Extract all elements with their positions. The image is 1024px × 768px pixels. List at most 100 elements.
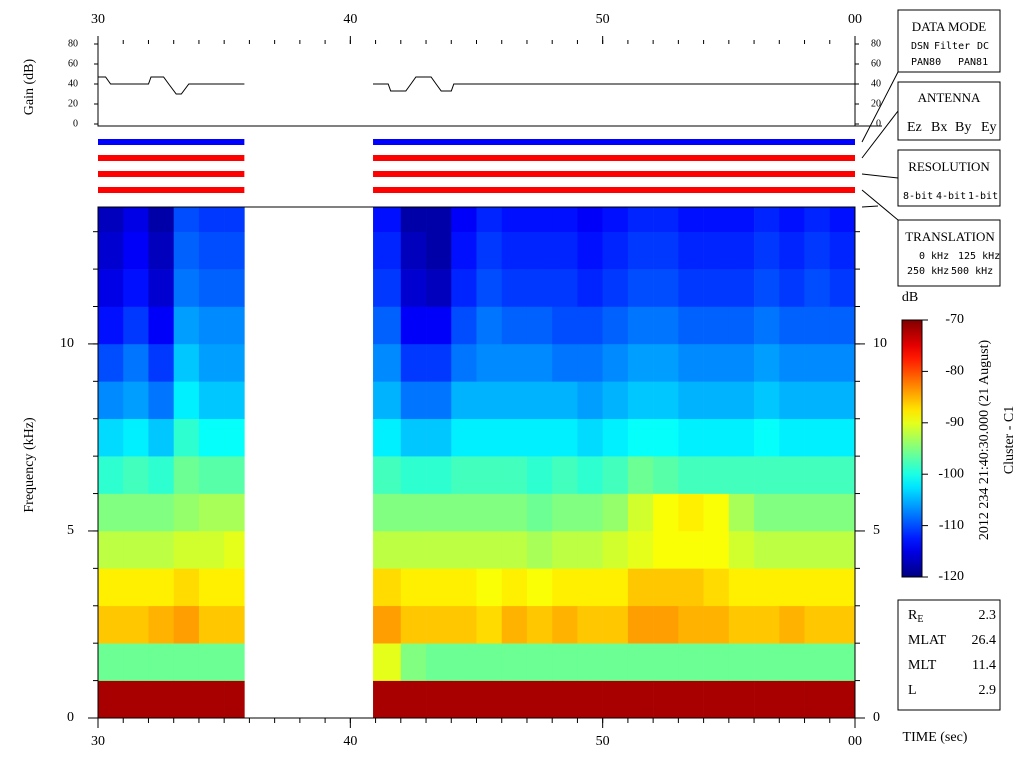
spectrogram-cell — [678, 493, 704, 532]
spectrogram-cell — [804, 306, 831, 345]
legend-item: DC — [977, 41, 989, 52]
spectrogram-cell — [754, 231, 780, 270]
spectrogram-cell — [451, 306, 477, 345]
spectrogram-cell — [426, 343, 452, 382]
y-tick-label: 5 — [67, 523, 74, 538]
spectrogram-cell — [123, 493, 149, 532]
spectrogram-cell — [653, 568, 679, 607]
spectrogram-cell — [703, 207, 730, 232]
spectrogram-cell — [577, 231, 603, 270]
spectrogram-cell — [501, 456, 528, 494]
date-label: 2012 234 21:40:30.000 (21 August) — [977, 340, 992, 541]
spectrogram-cell — [501, 643, 528, 681]
spectrogram-cell — [754, 418, 780, 457]
spectrogram-cell — [829, 680, 856, 719]
spectrogram-cell — [602, 207, 629, 232]
spectrogram-cell — [552, 456, 578, 494]
colorbar-tick-label: -100 — [938, 466, 964, 481]
x-tick-label: 30 — [91, 12, 105, 27]
spectrogram-cell — [526, 530, 553, 569]
status-bar — [373, 187, 855, 193]
spectrogram-cell — [198, 680, 225, 719]
spectrogram-cell — [173, 456, 200, 494]
spectrogram-cell — [754, 269, 780, 307]
y-tick-label: 80 — [871, 38, 881, 49]
spectrogram-cell — [779, 418, 805, 457]
spectrogram-cell — [653, 381, 679, 420]
spectrogram-cell — [98, 269, 124, 307]
spectrogram-cell — [198, 643, 225, 681]
spectrogram-cell — [804, 643, 831, 681]
spectrogram-cell — [728, 643, 755, 681]
y-tick-label: 0 — [876, 118, 881, 129]
spectrogram-cell — [476, 343, 503, 382]
spectrogram-cell — [653, 680, 679, 719]
colorbar-tick-label: -90 — [945, 415, 964, 430]
spectrogram-cell — [829, 605, 856, 644]
spectrogram-cell — [829, 231, 856, 270]
spectrogram-cell — [602, 418, 629, 457]
spectrogram-cell — [653, 643, 679, 681]
spectrogram-cell — [123, 680, 149, 719]
spectrogram-cell — [602, 643, 629, 681]
spectrogram-cell — [627, 381, 654, 420]
spectrogram-cell — [198, 530, 225, 569]
spectrogram-cell — [373, 456, 402, 494]
spectrogram-cell — [728, 269, 755, 307]
x-tick-label: 40 — [343, 734, 357, 749]
spectrogram-cell — [148, 343, 174, 382]
spectrogram-cell — [98, 493, 124, 532]
spectrogram-cell — [123, 207, 149, 232]
spectrogram-cell — [552, 207, 578, 232]
spectrogram-cell — [526, 418, 553, 457]
spectrogram-cell — [451, 381, 477, 420]
spectrogram-cell — [476, 456, 503, 494]
spectrogram-cell — [653, 343, 679, 382]
spectrogram-cell — [728, 343, 755, 382]
spectrogram-cell — [123, 643, 149, 681]
spectrogram-cell — [451, 207, 477, 232]
spectrogram-cell — [400, 643, 427, 681]
spectrogram-cell — [779, 381, 805, 420]
spectrogram-cell — [678, 643, 704, 681]
spectrogram-cell — [653, 530, 679, 569]
spectrogram-cell — [224, 306, 245, 345]
spectrogram-cell — [373, 231, 402, 270]
spectrogram-cell — [476, 207, 503, 232]
spectrogram-cell — [451, 568, 477, 607]
spectrogram-cell — [678, 381, 704, 420]
spectrogram-cell — [373, 493, 402, 532]
spectrogram-cell — [577, 269, 603, 307]
spectrogram-cell — [526, 343, 553, 382]
spectrogram-cell — [728, 605, 755, 644]
spectrogram-cell — [703, 643, 730, 681]
spectrogram-cell — [804, 231, 831, 270]
spectrogram-cell — [804, 493, 831, 532]
spectrogram-cell — [829, 643, 856, 681]
spectrogram-cell — [728, 306, 755, 345]
spectrogram-cell — [829, 456, 856, 494]
spectrogram-cell — [779, 680, 805, 719]
spectrogram-cell — [829, 568, 856, 607]
spectrogram-cell — [602, 568, 629, 607]
spectrogram-cell — [552, 269, 578, 307]
spectrogram-cell — [98, 381, 124, 420]
spectrogram-cell — [526, 643, 553, 681]
spectrogram-cell — [678, 530, 704, 569]
spectrogram-cell — [173, 269, 200, 307]
spectrogram-cell — [173, 231, 200, 270]
spectrogram-cell — [754, 343, 780, 382]
y-tick-label: 0 — [67, 710, 74, 725]
spectrogram-cell — [123, 418, 149, 457]
spectrogram-cell — [552, 530, 578, 569]
spectrogram-cell — [224, 231, 245, 270]
y-tick-label: 20 — [68, 98, 78, 109]
spectrogram-cell — [779, 306, 805, 345]
spectrogram-cell — [779, 343, 805, 382]
spectrogram-cell — [804, 530, 831, 569]
spectrogram-cell — [451, 343, 477, 382]
spectrogram-cell — [426, 493, 452, 532]
legend-item: 0 kHz — [919, 251, 949, 262]
spectrogram-cell — [501, 269, 528, 307]
legend-title: DATA MODE — [912, 19, 986, 34]
